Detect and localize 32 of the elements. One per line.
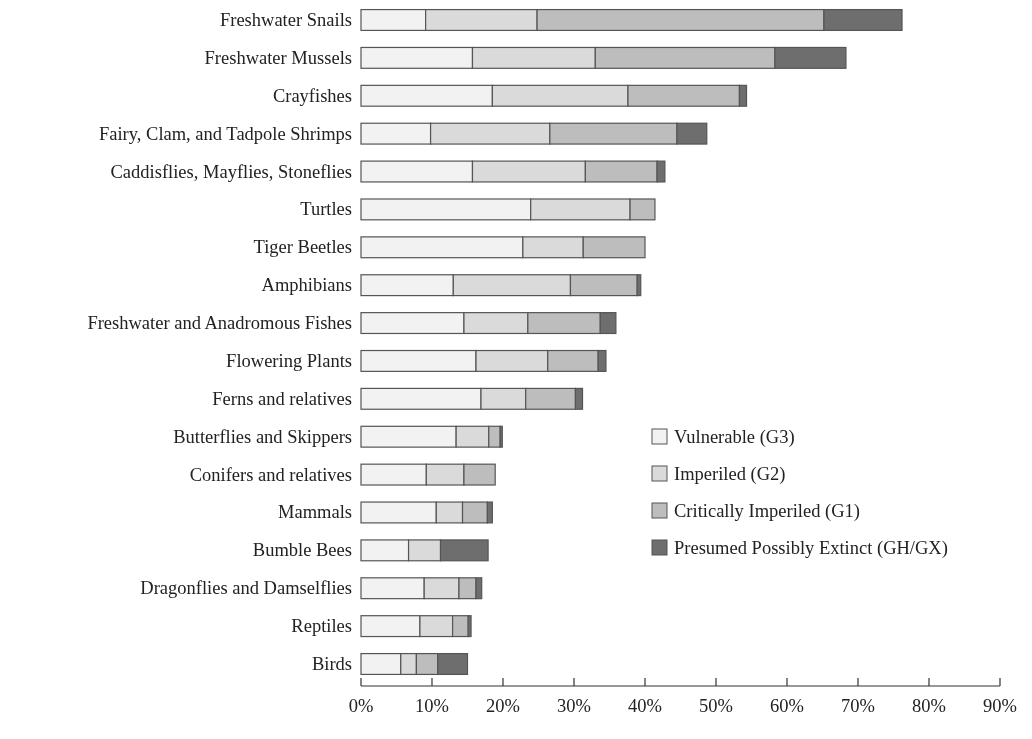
y-tick-label: Turtles (300, 199, 352, 220)
x-tick-label: 70% (841, 696, 875, 716)
y-tick-label: Crayfishes (272, 85, 352, 106)
y-tick-label: Freshwater and Anadromous Fishes (87, 313, 352, 334)
y-tick-label: Freshwater Mussels (204, 47, 352, 68)
y-tick-label: Dragonflies and Damselflies (140, 578, 352, 599)
y-tick-label: Mammals (278, 502, 352, 523)
y-tick-label: Butterflies and Skippers (173, 426, 352, 447)
y-tick-label: Conifers and relatives (189, 464, 352, 485)
y-tick-label: Ferns and relatives (212, 388, 352, 409)
y-tick-label: Fairy, Clam, and Tadpole Shrimps (98, 123, 352, 144)
x-tick-label: 0% (348, 696, 374, 716)
legend-label: Presumed Possibly Extinct (GH/GX) (674, 538, 948, 559)
y-tick-label: Freshwater Snails (219, 9, 352, 30)
y-tick-label: Flowering Plants (226, 350, 352, 371)
y-tick-label: Birds (311, 654, 352, 675)
x-tick-label: 30% (557, 696, 591, 716)
y-tick-label: Caddisflies, Mayflies, Stoneflies (110, 161, 352, 182)
legend-label: Vulnerable (G3) (674, 427, 795, 448)
y-tick-label: Tiger Beetles (253, 237, 352, 258)
legend-label: Imperiled (G2) (674, 464, 786, 485)
x-tick-label: 90% (983, 696, 1017, 716)
x-tick-label: 50% (699, 696, 733, 716)
legend-label: Critically Imperiled (G1) (674, 501, 860, 522)
x-tick-label: 20% (486, 696, 520, 716)
x-tick-label: 40% (628, 696, 662, 716)
x-tick-label: 10% (415, 696, 449, 716)
y-tick-label: Amphibians (261, 275, 352, 296)
y-tick-label: Reptiles (291, 616, 352, 637)
y-tick-label: Bumble Bees (252, 540, 352, 561)
x-tick-label: 80% (912, 696, 946, 716)
x-tick-label: 60% (770, 696, 804, 716)
